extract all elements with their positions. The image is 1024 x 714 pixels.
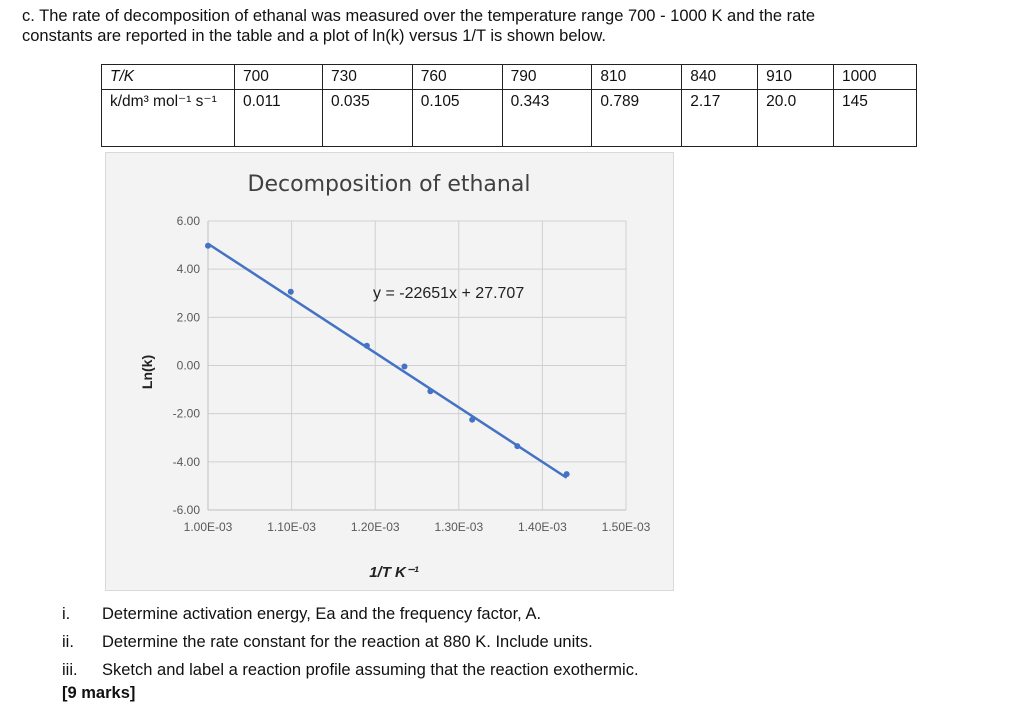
data-point xyxy=(469,416,476,423)
y-tick-label: -2.00 xyxy=(173,407,201,421)
y-tick-label: 4.00 xyxy=(177,262,201,276)
rate-constant-cell: 145 xyxy=(833,89,917,147)
question-list: i. Determine activation energy, Ea and t… xyxy=(62,600,1012,684)
x-tick-label: 1.10E-03 xyxy=(267,520,316,534)
temperature-row: T/K 700 730 760 790 810 840 910 1000 xyxy=(101,64,917,90)
data-point xyxy=(205,242,211,249)
data-point xyxy=(427,388,434,395)
chart-trendline-group xyxy=(207,242,568,479)
data-point xyxy=(514,443,521,450)
chart-grid xyxy=(207,220,627,511)
temperature-cell: 840 xyxy=(681,64,759,90)
data-point xyxy=(287,288,294,295)
rate-constant-row: k/dm³ mol⁻¹ s⁻¹ 0.011 0.035 0.105 0.343 … xyxy=(101,89,917,147)
x-tick-label: 1.20E-03 xyxy=(351,520,400,534)
intro-line-2: constants are reported in the table and … xyxy=(22,27,606,45)
temperature-cell: 730 xyxy=(321,64,413,90)
question-item: iii. Sketch and label a reaction profile… xyxy=(62,656,1012,684)
x-tick-label: 1.00E-03 xyxy=(184,520,233,534)
data-point xyxy=(401,363,408,370)
chart-points xyxy=(205,242,570,478)
question-text: Determine activation energy, Ea and the … xyxy=(102,605,542,623)
chart-tick-labels: 6.00 4.00 2.00 0.00 -2.00 -4.00 -6.00 1.00E-03 1… xyxy=(173,214,651,534)
intro-line-1: c. The rate of decomposition of ethanal … xyxy=(22,7,816,25)
temperature-cell: 810 xyxy=(591,64,683,90)
marks-label: [9 marks] xyxy=(62,684,136,702)
trendline xyxy=(207,242,568,479)
rate-constant-cell: 0.035 xyxy=(321,89,413,147)
y-tick-label: 2.00 xyxy=(177,310,201,324)
temperature-cell: 790 xyxy=(501,64,593,90)
x-tick-label: 1.50E-03 xyxy=(602,520,651,534)
rate-constant-cell: 0.789 xyxy=(591,89,683,147)
x-axis-label: 1/T K⁻¹ xyxy=(369,564,419,581)
rate-constant-cell: 2.17 xyxy=(681,89,759,147)
rate-constant-cell: 0.105 xyxy=(411,89,503,147)
temperature-cell: 760 xyxy=(411,64,503,90)
intro-text: c. The rate of decomposition of ethanal … xyxy=(22,6,1012,46)
arrhenius-chart: Decomposition of ethanal 6.00 4.00 2.00 0.0… xyxy=(105,152,674,591)
question-number: ii. xyxy=(62,633,74,651)
question-item: ii. Determine the rate constant for the … xyxy=(62,628,1012,656)
temperature-cell: 1000 xyxy=(833,64,917,90)
trendline-equation: y = -22651x + 27.707 xyxy=(373,285,524,302)
question-number: i. xyxy=(62,605,71,623)
y-tick-label: -4.00 xyxy=(173,455,201,469)
temperature-cell: 700 xyxy=(234,64,323,90)
x-tick-label: 1.40E-03 xyxy=(518,520,567,534)
rate-constant-table: T/K 700 730 760 790 810 840 910 1000 k/d… xyxy=(101,64,917,147)
y-tick-label: 6.00 xyxy=(177,214,201,228)
y-axis-label: Ln(k) xyxy=(139,355,155,389)
rate-constant-cell: 0.343 xyxy=(501,89,593,147)
question-text: Determine the rate constant for the reac… xyxy=(102,633,593,651)
temperature-cell: 910 xyxy=(757,64,835,90)
rate-constant-label: k/dm³ mol⁻¹ s⁻¹ xyxy=(101,89,235,147)
y-tick-label: -6.00 xyxy=(173,503,201,517)
rate-constant-cell: 0.011 xyxy=(234,89,323,147)
chart-title: Decomposition of ethanal xyxy=(248,172,531,197)
chart-svg: Decomposition of ethanal 6.00 4.00 2.00 0.0… xyxy=(139,172,651,581)
data-point xyxy=(563,471,570,478)
question-text: Sketch and label a reaction profile assu… xyxy=(102,661,639,679)
data-point xyxy=(363,342,370,349)
question-item: i. Determine activation energy, Ea and t… xyxy=(62,600,1012,628)
rate-constant-cell: 20.0 xyxy=(757,89,835,147)
temperature-label: T/K xyxy=(101,64,235,90)
question-number: iii. xyxy=(62,661,78,679)
x-tick-label: 1.30E-03 xyxy=(434,520,483,534)
y-tick-label: 0.00 xyxy=(177,359,201,373)
